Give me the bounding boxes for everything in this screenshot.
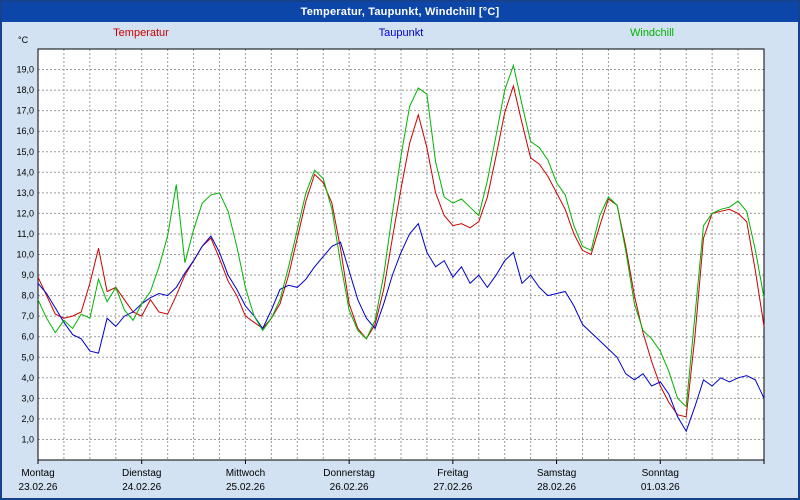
x-day-name: Samstag (537, 468, 576, 479)
y-tick-label: 11,0 (17, 229, 34, 239)
x-day-name: Sonntag (642, 468, 679, 479)
y-tick-label: 6,0 (21, 332, 34, 342)
y-tick-label: 10,0 (16, 250, 34, 260)
y-tick-label: 5,0 (21, 352, 34, 362)
x-day-name: Dienstag (122, 468, 161, 479)
y-tick-label: 2,0 (21, 414, 34, 424)
legend-temperatur: Temperatur (113, 27, 169, 39)
x-day-name: Donnerstag (323, 468, 375, 479)
x-day-date: 24.02.26 (122, 482, 161, 493)
y-tick-label: 3,0 (21, 393, 34, 403)
y-tick-label: 17,0 (16, 106, 34, 116)
plot-border (37, 48, 765, 461)
series-windchill (37, 63, 765, 408)
x-day-date: 27.02.26 (433, 482, 472, 493)
x-day-date: 28.02.26 (537, 482, 576, 493)
legend-taupunkt: Taupunkt (378, 27, 424, 39)
x-day-date: 25.02.26 (226, 482, 265, 493)
y-tick-label: 18,0 (16, 85, 34, 95)
y-tick-label: 13,0 (16, 188, 34, 198)
y-tick-label: 14,0 (16, 167, 34, 177)
x-day-date: 26.02.26 (330, 482, 369, 493)
y-tick-label: 8,0 (21, 291, 34, 301)
y-tick-label: 16,0 (16, 126, 34, 136)
x-day-name: Freitag (437, 468, 468, 479)
series-temperatur (37, 84, 765, 418)
legend-windchill: Windchill (629, 27, 675, 39)
y-tick-label: 15,0 (16, 147, 34, 157)
y-tick-label: 7,0 (21, 311, 34, 321)
y-axis-unit-label: °C (18, 35, 29, 45)
y-tick-label: 4,0 (21, 373, 34, 383)
x-day-date: 23.02.26 (19, 482, 58, 493)
titlebar: Temperatur, Taupunkt, Windchill [°C] (2, 2, 798, 22)
chart-plot: 1,0 2,0 3,0 4,0 5,0 6,0 7,0 8,0 9,0 10,0 11,0 12,0 1… (16, 35, 765, 493)
legend: Temperatur Taupunkt Windchill (2, 23, 798, 45)
y-tick-label: 19,0 (16, 65, 34, 75)
x-day-name: Montag (21, 468, 54, 479)
x-day-date: 01.03.26 (641, 482, 680, 493)
y-tick-label: 1,0 (21, 434, 34, 444)
series-taupunkt (37, 222, 765, 433)
y-tick-label: 12,0 (16, 208, 34, 218)
x-day-name: Mittwoch (226, 468, 265, 479)
y-tick-label: 9,0 (21, 270, 34, 280)
window-title: Temperatur, Taupunkt, Windchill [°C] (300, 6, 500, 18)
